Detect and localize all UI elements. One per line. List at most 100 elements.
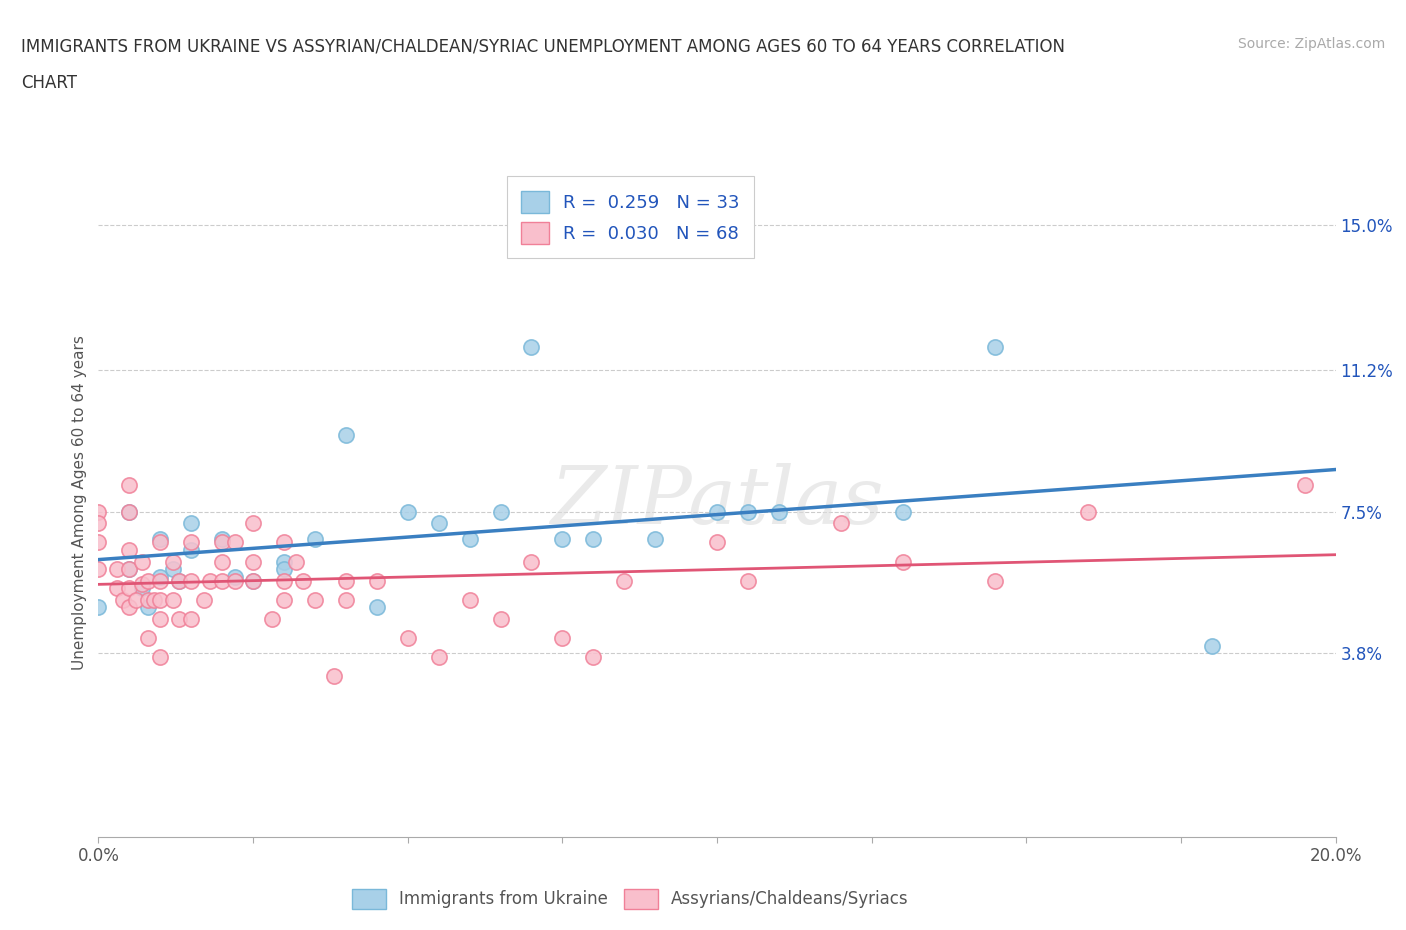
Point — [211, 554, 233, 569]
Point — [118, 477, 141, 492]
Point — [180, 516, 202, 531]
Point — [180, 542, 202, 557]
Point — [87, 535, 110, 550]
Point — [242, 573, 264, 588]
Point — [87, 562, 110, 577]
Point — [1077, 504, 1099, 519]
Point — [1294, 477, 1316, 492]
Point — [322, 669, 344, 684]
Point — [211, 531, 233, 546]
Point — [118, 600, 141, 615]
Point — [136, 600, 159, 615]
Point — [984, 339, 1007, 354]
Point — [984, 573, 1007, 588]
Point — [304, 592, 326, 607]
Point — [366, 573, 388, 588]
Point — [242, 554, 264, 569]
Point — [273, 562, 295, 577]
Point — [304, 531, 326, 546]
Point — [489, 504, 512, 519]
Point — [285, 554, 308, 569]
Point — [124, 592, 146, 607]
Point — [520, 554, 543, 569]
Point — [143, 592, 166, 607]
Point — [180, 535, 202, 550]
Point — [162, 562, 184, 577]
Point — [162, 554, 184, 569]
Point — [224, 569, 246, 584]
Point — [582, 650, 605, 665]
Point — [582, 531, 605, 546]
Point — [706, 504, 728, 519]
Point — [551, 631, 574, 645]
Point — [149, 531, 172, 546]
Point — [891, 504, 914, 519]
Point — [335, 428, 357, 443]
Point — [180, 611, 202, 626]
Point — [273, 592, 295, 607]
Point — [489, 611, 512, 626]
Point — [224, 535, 246, 550]
Point — [136, 631, 159, 645]
Text: CHART: CHART — [21, 74, 77, 92]
Point — [149, 569, 172, 584]
Point — [118, 504, 141, 519]
Point — [180, 573, 202, 588]
Point — [112, 592, 135, 607]
Point — [768, 504, 790, 519]
Point — [260, 611, 283, 626]
Point — [131, 581, 153, 596]
Point — [211, 573, 233, 588]
Point — [87, 504, 110, 519]
Point — [167, 573, 190, 588]
Point — [1201, 638, 1223, 653]
Point — [396, 631, 419, 645]
Point — [427, 650, 450, 665]
Point — [551, 531, 574, 546]
Point — [162, 592, 184, 607]
Point — [167, 611, 190, 626]
Point — [458, 592, 481, 607]
Point — [87, 516, 110, 531]
Point — [242, 573, 264, 588]
Point — [737, 573, 759, 588]
Point — [706, 535, 728, 550]
Point — [644, 531, 666, 546]
Point — [193, 592, 215, 607]
Point — [105, 581, 128, 596]
Point — [149, 611, 172, 626]
Point — [891, 554, 914, 569]
Point — [149, 592, 172, 607]
Point — [458, 531, 481, 546]
Point — [396, 504, 419, 519]
Point — [198, 573, 221, 588]
Point — [131, 577, 153, 591]
Point — [224, 573, 246, 588]
Point — [118, 504, 141, 519]
Point — [242, 516, 264, 531]
Point — [149, 650, 172, 665]
Point — [520, 339, 543, 354]
Point — [149, 573, 172, 588]
Point — [149, 535, 172, 550]
Text: Source: ZipAtlas.com: Source: ZipAtlas.com — [1237, 37, 1385, 51]
Point — [118, 562, 141, 577]
Text: IMMIGRANTS FROM UKRAINE VS ASSYRIAN/CHALDEAN/SYRIAC UNEMPLOYMENT AMONG AGES 60 T: IMMIGRANTS FROM UKRAINE VS ASSYRIAN/CHAL… — [21, 37, 1066, 55]
Point — [335, 592, 357, 607]
Point — [87, 600, 110, 615]
Point — [273, 535, 295, 550]
Point — [366, 600, 388, 615]
Point — [427, 516, 450, 531]
Legend: Immigrants from Ukraine, Assyrians/Chaldeans/Syriacs: Immigrants from Ukraine, Assyrians/Chald… — [346, 882, 915, 916]
Point — [291, 573, 314, 588]
Point — [105, 562, 128, 577]
Point — [131, 554, 153, 569]
Point — [167, 573, 190, 588]
Point — [211, 535, 233, 550]
Point — [830, 516, 852, 531]
Y-axis label: Unemployment Among Ages 60 to 64 years: Unemployment Among Ages 60 to 64 years — [72, 335, 87, 670]
Point — [136, 573, 159, 588]
Point — [118, 542, 141, 557]
Point — [335, 573, 357, 588]
Text: ZIPatlas: ZIPatlas — [550, 463, 884, 541]
